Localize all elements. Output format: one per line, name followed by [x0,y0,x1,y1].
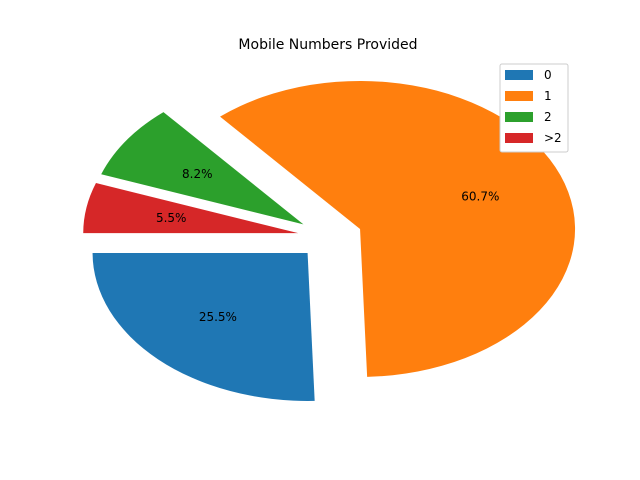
legend-swatch [505,91,533,101]
pie-slice-1 [220,80,576,377]
pie-value-label: 5.5% [156,211,187,225]
legend-swatch [505,70,533,80]
legend: 0 1 2 >2 [499,63,569,153]
pie-slices [83,80,576,401]
legend-frame [499,63,569,153]
pie-value-labels: 25.5% 60.7% 8.2% 5.5% [156,167,499,324]
pie-value-label: 60.7% [461,190,499,204]
legend-label: 0 [544,68,552,82]
legend-label: 1 [544,89,552,103]
pie-slice-2 [101,112,304,225]
legend-label: 2 [544,110,552,124]
pie-slice-gt2 [83,183,299,234]
pie-slice-0 [92,252,315,401]
legend-swatch [505,112,533,122]
legend-label: >2 [544,131,562,145]
pie-value-label: 25.5% [199,310,237,324]
legend-swatch [505,133,533,143]
pie-value-label: 8.2% [182,167,213,181]
chart-title: Mobile Numbers Provided [238,37,417,53]
